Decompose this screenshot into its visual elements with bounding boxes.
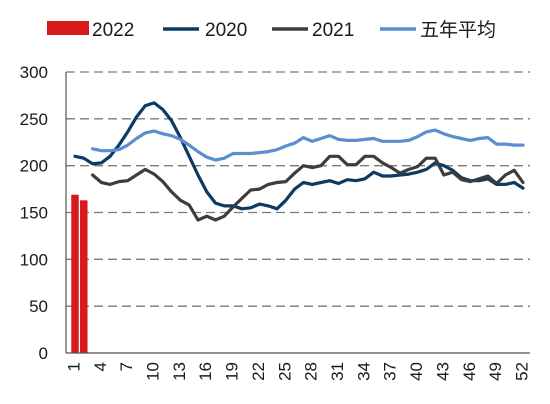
x-tick-label: 28 <box>302 362 321 381</box>
bar-2022-1 <box>71 194 79 353</box>
y-tick-label: 250 <box>20 110 48 129</box>
y-tick-label: 150 <box>20 204 48 223</box>
legend-label-3: 五年平均 <box>420 19 496 41</box>
x-tick-label: 4 <box>91 362 110 371</box>
x-tick-label: 40 <box>407 362 426 381</box>
line-series-1 <box>73 101 525 211</box>
legend-swatch-0 <box>47 21 89 35</box>
y-tick-label: 300 <box>20 63 48 82</box>
line-series-2 <box>90 154 525 222</box>
x-tick-label: 49 <box>486 362 505 381</box>
y-tick-label: 50 <box>29 297 48 316</box>
legend-label-0: 2022 <box>92 20 134 41</box>
x-tick-label: 16 <box>196 362 215 381</box>
gridlines <box>66 71 530 307</box>
y-tick-labels: 0 50 100 150 200 250 300 <box>20 63 48 363</box>
legend-label-2: 2021 <box>312 20 354 41</box>
x-tick-label: 46 <box>460 362 479 381</box>
bar-2022-2 <box>80 200 88 353</box>
bars-2022 <box>71 194 88 353</box>
legend: 2022 2020 2021 五年平均 <box>47 19 496 41</box>
series-lines <box>73 101 525 222</box>
x-tick-label: 1 <box>64 362 83 371</box>
y-tick-label: 100 <box>20 250 48 269</box>
x-tick-label: 10 <box>144 362 163 381</box>
x-tick-labels: 1 4 7 10 13 16 19 22 25 28 31 34 37 40 43 46 49 52 <box>64 362 531 381</box>
x-tick-label: 22 <box>249 362 268 381</box>
x-tick-label: 19 <box>223 362 242 381</box>
x-tick-label: 31 <box>328 362 347 381</box>
x-tick-label: 34 <box>354 362 373 381</box>
x-tick-label: 43 <box>433 362 452 381</box>
y-tick-label: 0 <box>39 344 48 363</box>
x-tick-label: 25 <box>275 362 294 381</box>
axes <box>65 72 530 354</box>
line-series-3 <box>90 128 525 162</box>
x-tick-label: 37 <box>381 362 400 381</box>
x-tick-label: 7 <box>117 362 136 371</box>
y-tick-label: 200 <box>20 157 48 176</box>
x-tick-label: 52 <box>512 362 531 381</box>
x-tick-label: 13 <box>170 362 189 381</box>
legend-label-1: 2020 <box>205 20 247 41</box>
